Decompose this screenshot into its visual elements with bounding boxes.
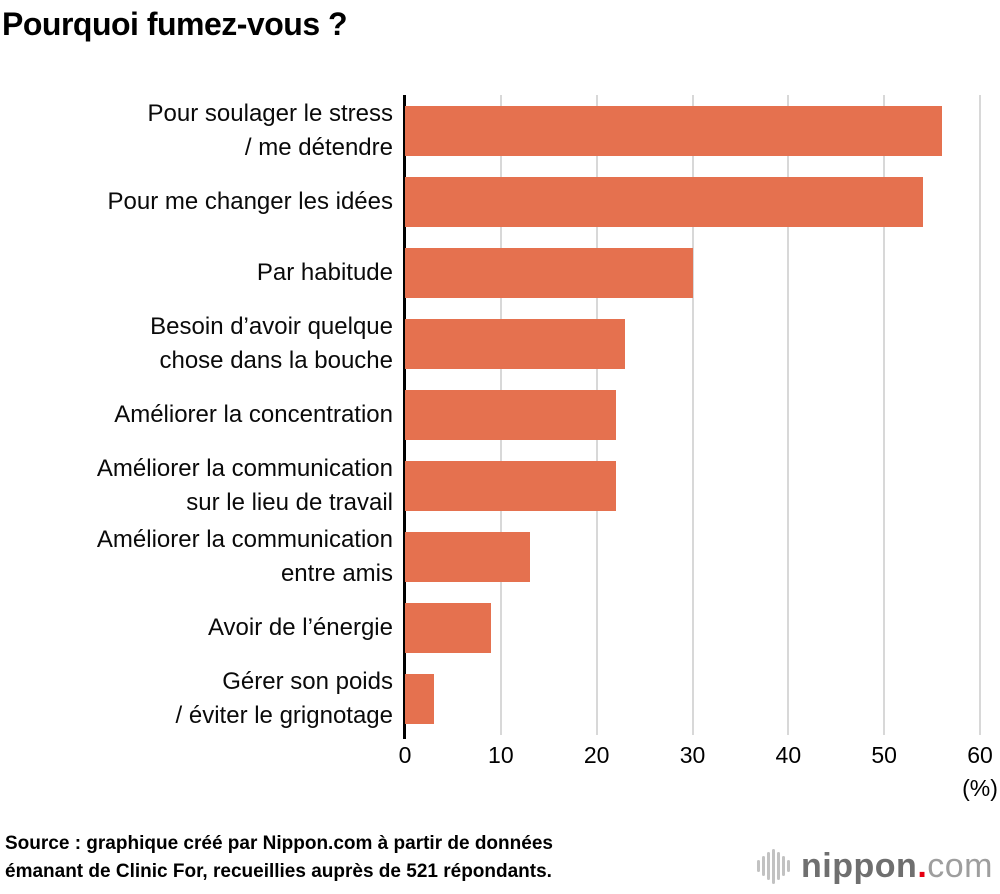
bar-track: [405, 531, 980, 582]
bar: [405, 105, 942, 156]
logo-nippon-text: nippon: [801, 846, 918, 885]
bar-track: [405, 318, 980, 369]
bar-rows: Pour soulager le stress / me détendre Po…: [0, 95, 980, 734]
bar-track: [405, 247, 980, 298]
soundwave-icon: [756, 846, 791, 886]
logo-com-text: com: [927, 846, 993, 885]
bar: [405, 318, 626, 369]
tick-label: 40: [775, 742, 802, 768]
bar-track: [405, 389, 980, 440]
category-label: Pour me changer les idées: [107, 187, 394, 215]
category-label: Améliorer la communication entre amis: [96, 525, 393, 587]
chart-row: Gérer son poids / éviter le grignotage: [0, 663, 980, 734]
chart-row: Pour soulager le stress / me détendre: [0, 95, 980, 166]
category-label: Besoin d’avoir quelque chose dans la bou…: [150, 312, 393, 374]
chart-row: Besoin d’avoir quelque chose dans la bou…: [0, 308, 980, 379]
logo-red-dot: .: [917, 846, 928, 885]
tick-label: 0: [398, 742, 412, 768]
tick-label: 50: [871, 742, 897, 768]
category-label: Pour soulager le stress / me détendre: [147, 99, 393, 161]
nippon-logo: nippon.com: [756, 846, 993, 886]
x-axis-ticks: (%) 0 10 20 30 40 50 60: [399, 742, 998, 802]
category-label: Améliorer la concentration: [114, 400, 393, 428]
bar: [405, 176, 923, 227]
bar-track: [405, 176, 980, 227]
bar: [405, 531, 530, 582]
chart-title: Pourquoi fumez-vous ?: [2, 6, 348, 42]
bar: [405, 602, 492, 653]
bar: [405, 247, 693, 298]
category-label: Avoir de l’énergie: [207, 613, 393, 641]
source-text: Source : graphique créé par Nippon.com à…: [5, 833, 553, 882]
category-label: Gérer son poids / éviter le grignotage: [175, 667, 393, 729]
gridline: [691, 95, 694, 735]
tick-label: 60: [967, 742, 993, 768]
chart-row: Par habitude: [0, 237, 980, 308]
category-label: Par habitude: [256, 258, 393, 286]
bar: [405, 673, 434, 724]
tick-label: 10: [488, 742, 514, 768]
chart-row: Améliorer la concentration: [0, 379, 980, 450]
bar-track: [405, 105, 980, 156]
bar-track: [405, 673, 980, 724]
bar: [405, 389, 616, 440]
logo-wordmark: nippon.com: [801, 847, 993, 886]
gridline: [979, 95, 981, 735]
gridline: [883, 95, 886, 735]
bar-track: [405, 460, 980, 511]
chart-row: Améliorer la communication entre amis: [0, 521, 980, 592]
category-label: Améliorer la communication sur le lieu d…: [96, 454, 393, 516]
chart-row: Avoir de l’énergie: [0, 592, 980, 663]
percent-unit-label: (%): [962, 775, 998, 801]
y-axis-line: [403, 95, 406, 739]
tick-label: 30: [679, 742, 706, 768]
tick-label: 20: [583, 742, 610, 768]
chart-row: Améliorer la communication sur le lieu d…: [0, 450, 980, 521]
bar-track: [405, 602, 980, 653]
bar: [405, 460, 616, 511]
gridline: [787, 95, 790, 735]
chart-row: Pour me changer les idées: [0, 166, 980, 237]
